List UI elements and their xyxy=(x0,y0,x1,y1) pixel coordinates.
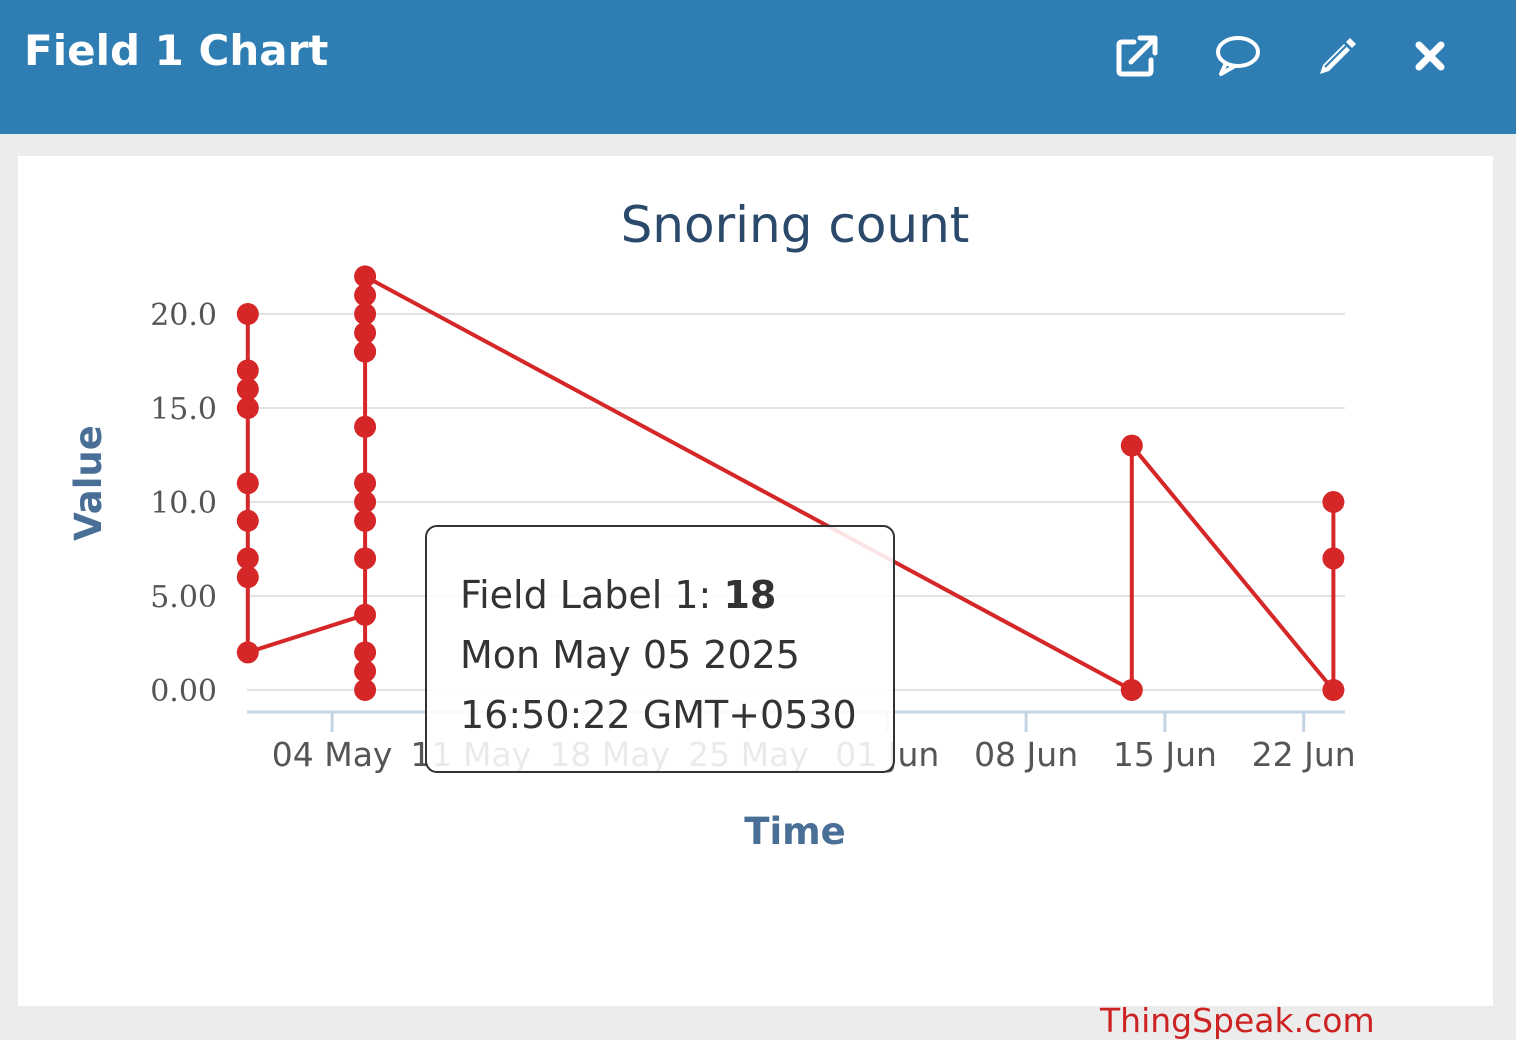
data-point xyxy=(1322,679,1345,701)
data-point xyxy=(1322,547,1345,570)
y-tick-label: 10.0 xyxy=(150,486,217,521)
tooltip-time: 16:50:22 GMT+0530 xyxy=(460,693,857,737)
data-point xyxy=(354,509,377,532)
data-point xyxy=(236,472,259,495)
data-point xyxy=(354,491,377,513)
data-point xyxy=(354,641,377,664)
data-point xyxy=(236,547,259,570)
pencil-icon[interactable] xyxy=(1313,32,1361,80)
comment-icon[interactable] xyxy=(1214,32,1262,80)
data-point xyxy=(354,303,377,325)
data-point xyxy=(354,603,377,626)
data-point xyxy=(354,265,377,288)
x-axis-title: Time xyxy=(744,810,846,853)
series-line xyxy=(245,274,1336,692)
data-point xyxy=(354,284,377,307)
data-point xyxy=(236,397,259,419)
data-point xyxy=(236,378,259,401)
data-point xyxy=(236,566,259,589)
data-point xyxy=(236,509,259,532)
close-icon[interactable] xyxy=(1406,32,1454,80)
tooltip-date: Mon May 05 2025 xyxy=(460,633,800,677)
x-tick-label: 22 Jun xyxy=(1252,735,1356,774)
chart-panel: Snoring count 0.00 5.00 10.0 15.0 20.0 04 May 1… xyxy=(18,156,1493,1040)
chart-tooltip: Field Label 1: 18 Mon May 05 2025 16:50:… xyxy=(425,525,895,773)
x-tick-label: 08 Jun xyxy=(974,735,1078,774)
window-header: Field 1 Chart xyxy=(0,0,1516,134)
tooltip-value: 18 xyxy=(723,573,777,617)
data-point xyxy=(354,472,377,495)
external-link-icon[interactable] xyxy=(1113,32,1161,80)
data-point xyxy=(354,547,377,570)
y-tick-label: 20.0 xyxy=(150,298,217,333)
y-tick-label: 5.00 xyxy=(150,580,217,615)
chart-title: Snoring count xyxy=(621,196,970,254)
data-point xyxy=(354,340,377,363)
data-point xyxy=(354,321,377,344)
tooltip-label: Field Label 1: xyxy=(460,573,712,617)
y-axis-title: Value xyxy=(67,425,110,541)
window-title: Field 1 Chart xyxy=(24,26,329,75)
data-point xyxy=(236,359,259,382)
data-point xyxy=(1120,434,1143,457)
data-point xyxy=(236,641,259,664)
x-tick-label: 04 May xyxy=(272,735,393,774)
data-point xyxy=(1322,491,1345,513)
data-point xyxy=(354,679,377,701)
tooltip-value-line: Field Label 1: 18 xyxy=(460,565,893,625)
x-tick-label: 15 Jun xyxy=(1113,735,1217,774)
y-tick-label: 15.0 xyxy=(150,392,217,427)
y-tick-label: 0.00 xyxy=(150,674,217,709)
data-point xyxy=(236,303,259,325)
data-point xyxy=(1120,679,1143,701)
data-point xyxy=(354,415,377,438)
data-point xyxy=(354,660,377,683)
